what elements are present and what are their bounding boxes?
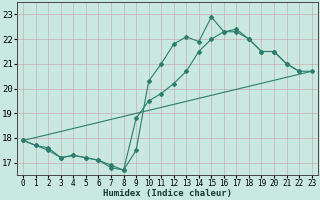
X-axis label: Humidex (Indice chaleur): Humidex (Indice chaleur) [103, 189, 232, 198]
